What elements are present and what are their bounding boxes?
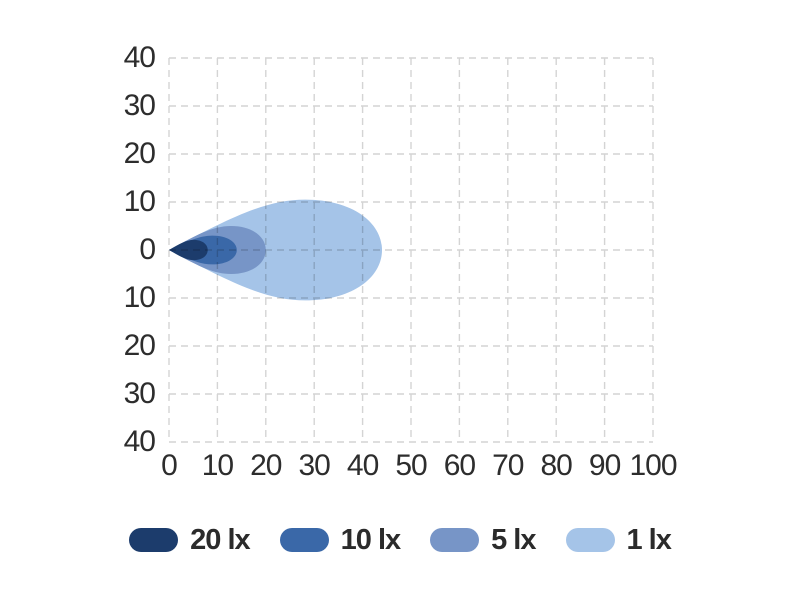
- legend-item-1lx: 1 lx: [565, 524, 672, 556]
- x-tick-label: 50: [395, 449, 427, 482]
- legend-swatch-5lx-icon: [430, 528, 480, 552]
- x-tick-label: 20: [250, 449, 282, 482]
- beam-contours: [169, 199, 382, 301]
- legend-item-10lx: 10 lx: [279, 524, 401, 556]
- y-tick-label: 20: [123, 137, 156, 170]
- legend-swatch-10lx-icon: [279, 528, 329, 552]
- legend-item-20lx: 20 lx: [129, 524, 251, 556]
- legend-swatch-1lx-icon: [565, 528, 615, 552]
- legend-swatch-20lx-icon: [129, 528, 179, 552]
- legend-label-20lx: 20 lx: [190, 524, 250, 556]
- x-tick-label: 0: [161, 449, 178, 482]
- y-tick-label: 40: [123, 41, 156, 74]
- x-tick-label: 70: [492, 449, 524, 482]
- contour-20lx: [169, 239, 208, 261]
- y-tick-label: 10: [123, 281, 156, 314]
- x-tick-label: 80: [540, 449, 573, 482]
- x-tick-label: 10: [201, 449, 234, 482]
- y-tick-label: 20: [123, 329, 156, 362]
- legend: 20 lx 10 lx 5 lx 1 lx: [0, 521, 800, 559]
- x-tick-label: 60: [443, 449, 476, 482]
- legend-label-5lx: 5 lx: [491, 524, 536, 556]
- y-tick-label: 30: [123, 377, 156, 410]
- x-tick-label: 90: [588, 449, 621, 482]
- y-tick-label: 40: [123, 425, 156, 458]
- x-tick-label: 100: [629, 449, 677, 482]
- x-tick-label: 30: [298, 449, 331, 482]
- x-tick-label: 40: [346, 449, 379, 482]
- grid-lines: [168, 57, 654, 443]
- legend-item-5lx: 5 lx: [430, 524, 537, 556]
- contour-1lx: [169, 199, 382, 301]
- legend-label-10lx: 10 lx: [340, 524, 401, 556]
- y-tick-label: 0: [139, 233, 156, 266]
- legend-label-1lx: 1 lx: [626, 524, 672, 556]
- y-tick-label: 30: [123, 89, 156, 122]
- y-tick-label: 10: [123, 185, 156, 218]
